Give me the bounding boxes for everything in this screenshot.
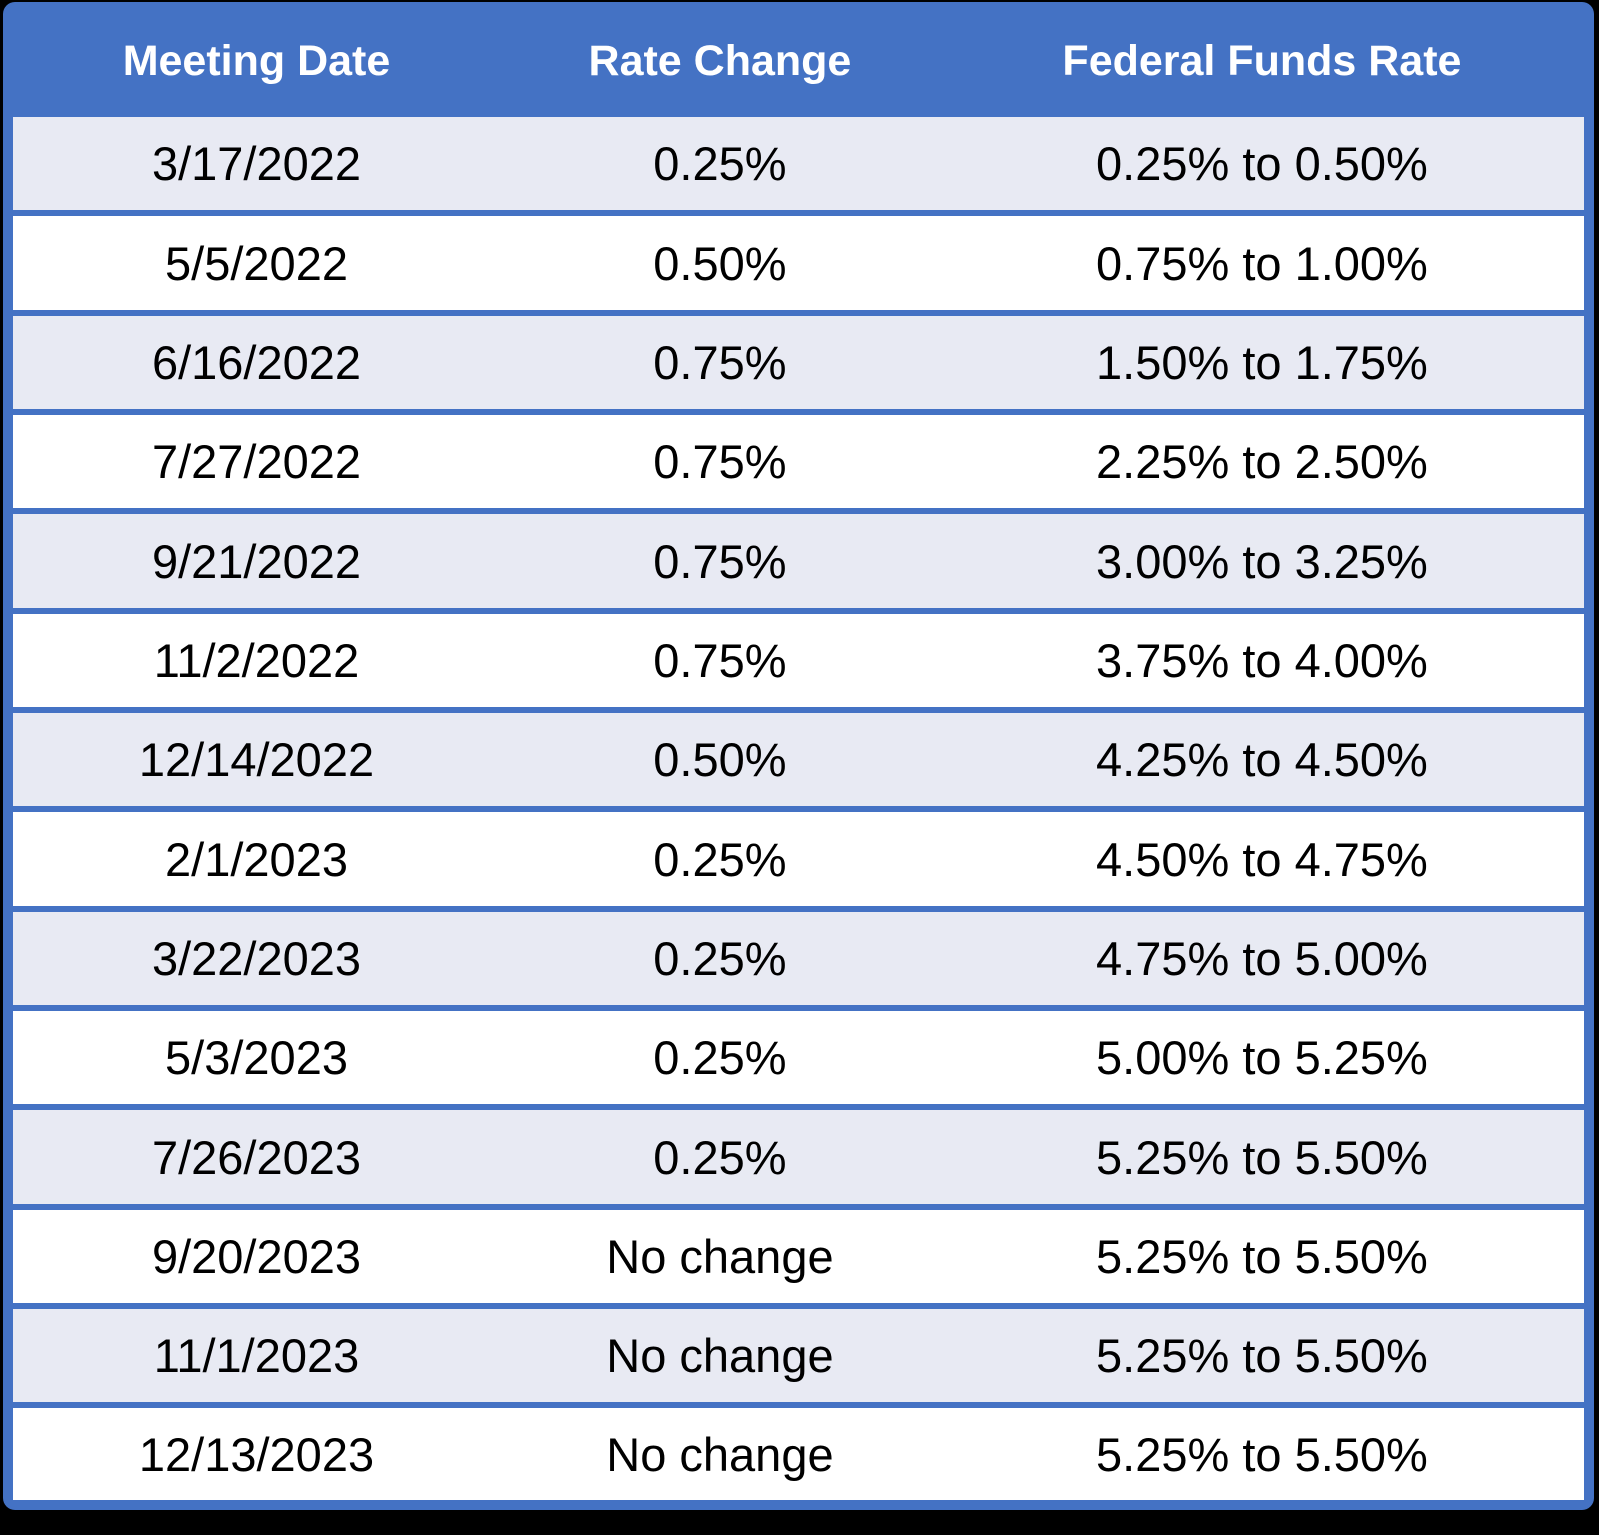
rate-change-cell: 0.25%	[653, 1130, 787, 1184]
rate-change-cell: 0.25%	[653, 931, 787, 985]
table-row: 3/17/2022 0.25% 0.25% to 0.50%	[13, 114, 1584, 214]
table-row: 12/13/2023 No change 5.25% to 5.50%	[13, 1405, 1584, 1500]
federal-funds-rate-cell: 0.75% to 1.00%	[1096, 236, 1428, 290]
federal-funds-rate-cell: 4.25% to 4.50%	[1096, 733, 1428, 787]
federal-funds-rate-cell: 5.00% to 5.25%	[1096, 1031, 1428, 1085]
rate-change-cell: 0.75%	[653, 534, 787, 588]
federal-funds-rate-cell: 3.75% to 4.00%	[1096, 633, 1428, 687]
table-card: Meeting Date Rate Change Federal Funds R…	[3, 2, 1594, 1510]
federal-funds-rate-cell: 4.75% to 5.00%	[1096, 931, 1428, 985]
meeting-date-cell: 7/27/2022	[151, 435, 362, 489]
table-row: 9/21/2022 0.75% 3.00% to 3.25%	[13, 511, 1584, 611]
federal-funds-rate-cell: 2.25% to 2.50%	[1096, 435, 1428, 489]
rate-change-cell: 0.75%	[653, 633, 787, 687]
meeting-date-cell: 12/14/2022	[138, 733, 375, 787]
table-row: 9/20/2023 No change 5.25% to 5.50%	[13, 1206, 1584, 1307]
rate-change-cell: No change	[606, 1229, 834, 1283]
table-row: 11/1/2023 No change 5.25% to 5.50%	[13, 1306, 1584, 1406]
rate-change-cell: 0.50%	[653, 733, 787, 787]
table-row: 6/16/2022 0.75% 1.50% to 1.75%	[13, 312, 1584, 413]
meeting-date-cell: 11/1/2023	[153, 1329, 360, 1383]
table-row: 2/1/2023 0.25% 4.50% to 4.75%	[13, 809, 1584, 909]
meeting-date-cell: 9/21/2022	[151, 534, 362, 588]
rate-change-cell: No change	[606, 1329, 834, 1383]
meeting-date-cell: 3/22/2023	[151, 931, 362, 985]
rate-change-cell: 0.75%	[653, 335, 787, 389]
rate-change-cell: 0.25%	[653, 137, 787, 191]
federal-funds-rate-cell: 5.25% to 5.50%	[1096, 1329, 1428, 1383]
fed-funds-rate-table: Meeting Date Rate Change Federal Funds R…	[13, 12, 1584, 1500]
federal-funds-rate-cell: 1.50% to 1.75%	[1096, 335, 1428, 389]
federal-funds-rate-cell: 5.25% to 5.50%	[1096, 1427, 1428, 1481]
rate-change-cell: 0.25%	[653, 832, 787, 886]
meeting-date-cell: 2/1/2023	[165, 832, 348, 886]
federal-funds-rate-cell: 5.25% to 5.50%	[1096, 1130, 1428, 1184]
federal-funds-rate-cell: 3.00% to 3.25%	[1096, 534, 1428, 588]
meeting-date-cell: 5/3/2023	[165, 1031, 348, 1085]
meeting-date-cell: 7/26/2023	[151, 1130, 362, 1184]
table-row: 7/26/2023 0.25% 5.25% to 5.50%	[13, 1107, 1584, 1207]
meeting-date-cell: 9/20/2023	[151, 1229, 362, 1283]
table-row: 11/2/2022 0.75% 3.75% to 4.00%	[13, 610, 1584, 711]
column-header-meeting-date: Meeting Date	[13, 12, 500, 114]
meeting-date-cell: 11/2/2022	[153, 633, 360, 687]
table-row: 7/27/2022 0.75% 2.25% to 2.50%	[13, 412, 1584, 512]
meeting-date-cell: 12/13/2023	[138, 1427, 375, 1481]
federal-funds-rate-cell: 0.25% to 0.50%	[1096, 137, 1428, 191]
rate-change-cell: 0.25%	[653, 1031, 787, 1085]
federal-funds-rate-cell: 5.25% to 5.50%	[1096, 1229, 1428, 1283]
rate-change-cell: 0.75%	[653, 435, 787, 489]
table-row: 12/14/2022 0.50% 4.25% to 4.50%	[13, 710, 1584, 810]
column-header-federal-funds-rate: Federal Funds Rate	[939, 12, 1584, 114]
table-body: 3/17/2022 0.25% 0.25% to 0.50% 5/5/2022 0.50…	[13, 114, 1584, 1500]
meeting-date-cell: 6/16/2022	[151, 335, 362, 389]
meeting-date-cell: 3/17/2022	[151, 137, 362, 191]
rate-change-cell: No change	[606, 1427, 834, 1481]
rate-change-cell: 0.50%	[653, 236, 787, 290]
header-row: Meeting Date Rate Change Federal Funds R…	[13, 12, 1584, 114]
meeting-date-cell: 5/5/2022	[165, 236, 348, 290]
column-header-rate-change: Rate Change	[500, 12, 940, 114]
federal-funds-rate-cell: 4.50% to 4.75%	[1096, 832, 1428, 886]
table-row: 3/22/2023 0.25% 4.75% to 5.00%	[13, 908, 1584, 1009]
table-row: 5/3/2023 0.25% 5.00% to 5.25%	[13, 1008, 1584, 1108]
table-row: 5/5/2022 0.50% 0.75% to 1.00%	[13, 213, 1584, 313]
